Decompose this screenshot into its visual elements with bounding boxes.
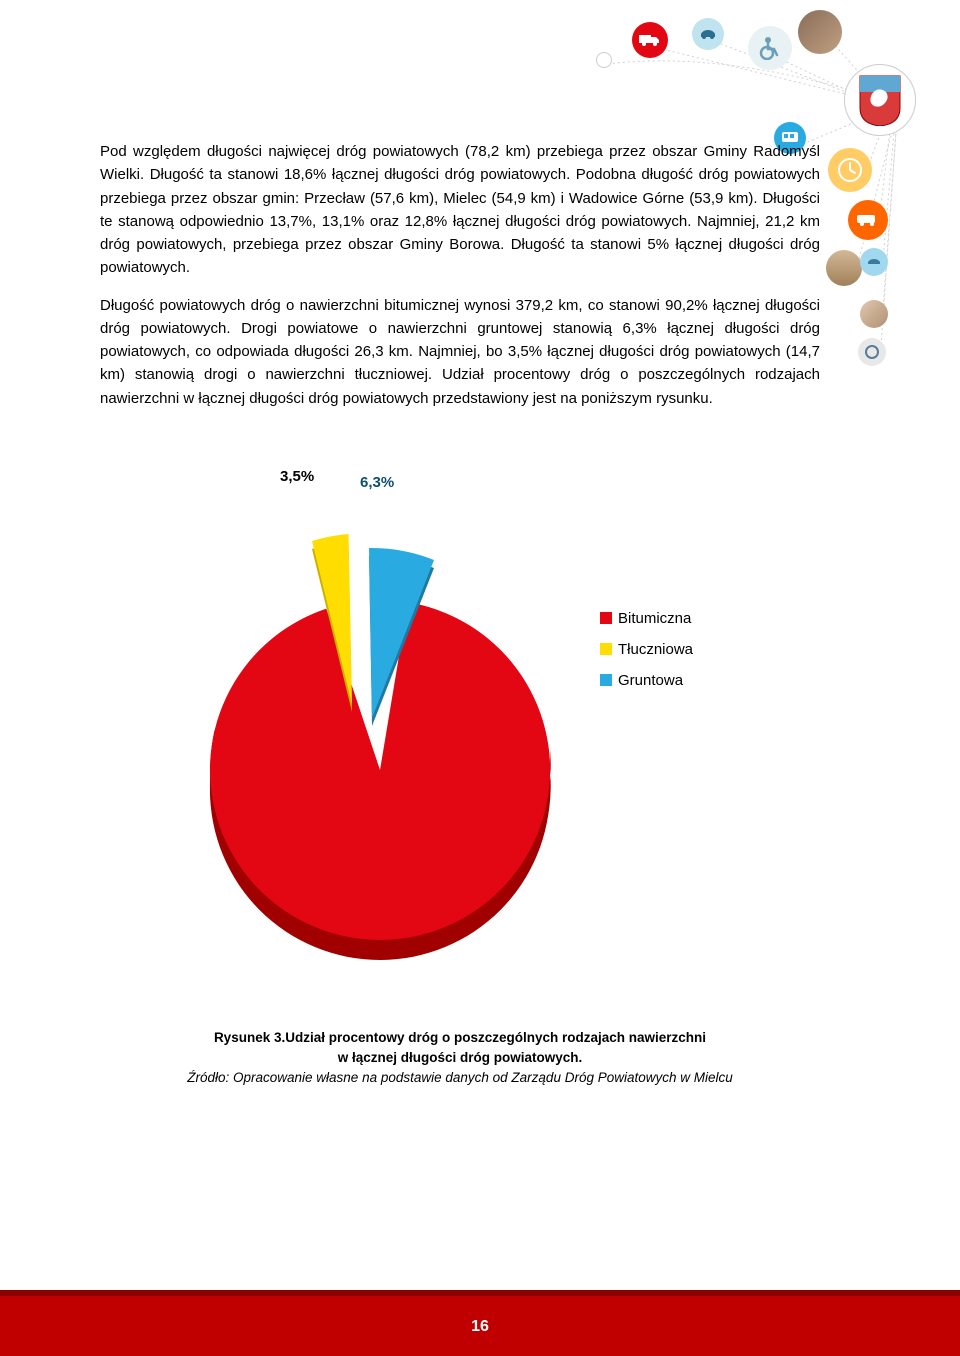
pie-svg: [190, 470, 570, 970]
photo2-icon: [860, 300, 888, 328]
car-icon: [692, 18, 724, 50]
pie-chart: 3,5% 6,3% 90,2%: [100, 440, 820, 1020]
car2-icon: [860, 248, 888, 276]
wheat-icon: [826, 250, 862, 286]
paragraph-1: Pod względem długości najwięcej dróg pow…: [100, 140, 820, 280]
legend-swatch: [600, 643, 612, 655]
page-content: Pod względem długości najwięcej dróg pow…: [100, 140, 820, 1089]
van-icon: [848, 200, 888, 240]
truck-icon: [632, 22, 668, 58]
photo-icon: [798, 10, 842, 54]
legend-label: Tłuczniowa: [618, 641, 693, 658]
legend-swatch: [600, 674, 612, 686]
wheelchair-icon: [748, 26, 792, 70]
legend-item-tluczniowa: Tłuczniowa: [600, 641, 693, 658]
paragraph-2: Długość powiatowych dróg o nawierzchni b…: [100, 294, 820, 410]
ring-icon: [858, 338, 886, 366]
page-number: 16: [0, 1318, 960, 1336]
figure-caption: Rysunek 3.Udział procentowy dróg o poszc…: [100, 1028, 820, 1089]
clock-icon: [828, 148, 872, 192]
small-dot-icon: [596, 52, 612, 68]
caption-source: Źródło: Opracowanie własne na podstawie …: [100, 1068, 820, 1088]
caption-title-line1: Rysunek 3.Udział procentowy dróg o poszc…: [100, 1028, 820, 1048]
legend-item-bitumiczna: Bitumiczna: [600, 610, 693, 627]
crest-icon: [844, 64, 916, 136]
chart-legend: Bitumiczna Tłuczniowa Gruntowa: [600, 610, 693, 703]
legend-item-gruntowa: Gruntowa: [600, 672, 693, 689]
legend-swatch: [600, 612, 612, 624]
caption-title-line2: w łącznej długości dróg powiatowych.: [100, 1048, 820, 1068]
legend-label: Bitumiczna: [618, 610, 691, 627]
legend-label: Gruntowa: [618, 672, 683, 689]
